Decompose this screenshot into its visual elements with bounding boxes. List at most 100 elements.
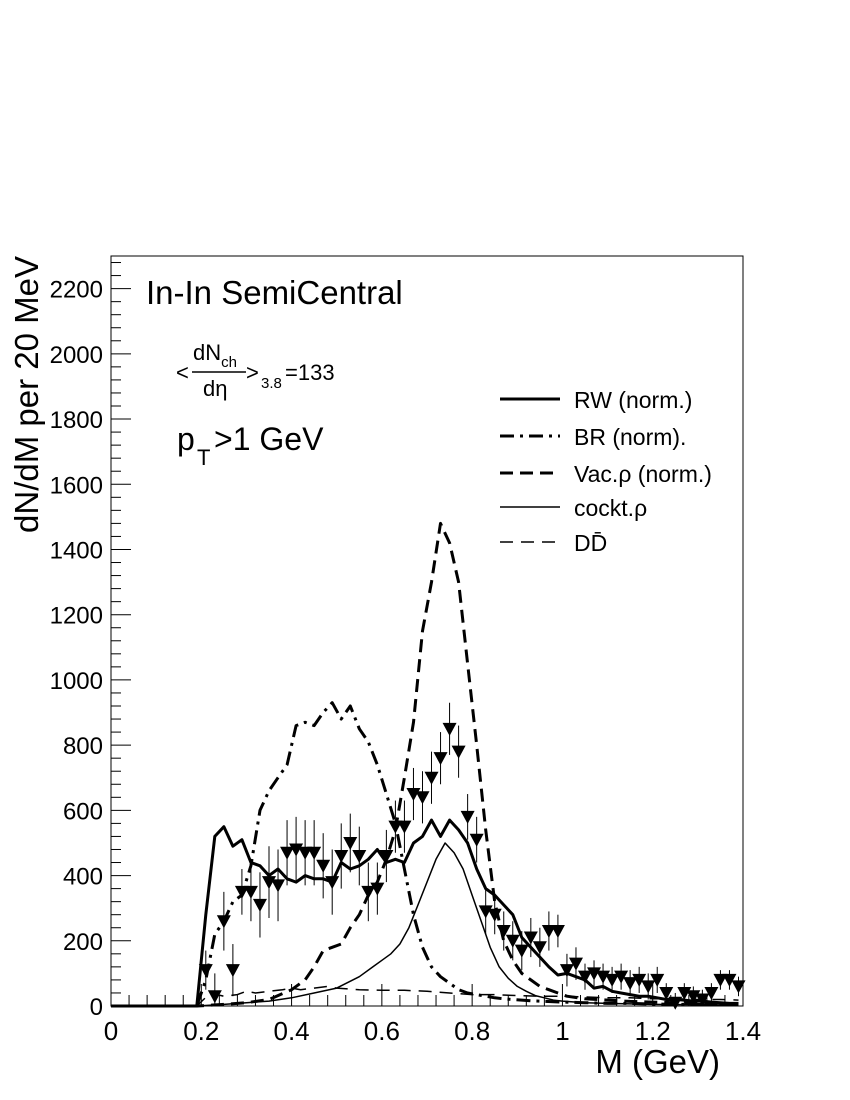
y-tick-label: 2200 xyxy=(50,277,103,304)
data-point xyxy=(334,850,349,863)
data-point xyxy=(361,885,376,899)
legend-item-rw-norm: RW (norm.) xyxy=(500,387,692,413)
x-tick-label: 1.2 xyxy=(635,1016,671,1046)
data-point xyxy=(352,850,367,863)
data-point xyxy=(225,964,240,978)
data-point xyxy=(559,964,574,978)
data-point xyxy=(713,973,728,987)
data-point xyxy=(243,885,258,899)
y-tick-label: 200 xyxy=(63,929,103,956)
data-point xyxy=(695,993,710,1007)
x-axis-label: M (GeV) xyxy=(595,1043,720,1080)
data-point xyxy=(343,836,358,850)
legend-label: RW (norm.) xyxy=(574,387,692,413)
legend-label: BR (norm). xyxy=(574,424,686,450)
data-point xyxy=(550,925,565,938)
x-tick-label: 0.8 xyxy=(454,1016,490,1046)
x-tick-label: 0.2 xyxy=(183,1016,219,1046)
data-point xyxy=(379,850,394,863)
y-axis-label: dN/dM per 20 MeV xyxy=(8,256,45,533)
data-point xyxy=(433,752,448,766)
chart-title: In-In SemiCentral xyxy=(146,274,403,311)
legend-label: DD̄ xyxy=(574,530,607,556)
data-point xyxy=(523,931,538,945)
data-point xyxy=(469,833,484,847)
y-tick-label: 400 xyxy=(63,864,103,891)
multiplicity-value: =133 xyxy=(285,360,335,385)
data-point xyxy=(325,876,340,890)
y-tick-label: 1800 xyxy=(50,407,103,434)
data-point xyxy=(262,876,276,890)
data-point xyxy=(234,885,249,899)
data-point xyxy=(677,986,692,1000)
data-point xyxy=(487,908,502,922)
data-point xyxy=(451,745,466,759)
data-point xyxy=(641,980,656,994)
data-point xyxy=(280,846,295,860)
pt-label-rest: >1 GeV xyxy=(214,421,324,457)
multiplicity-subscript: 3.8 xyxy=(261,375,282,392)
data-point xyxy=(722,973,737,987)
y-tick-label: 1200 xyxy=(50,603,103,630)
data-point xyxy=(532,941,547,955)
x-tick-label: 0.4 xyxy=(273,1016,309,1046)
x-tick-label: 1.4 xyxy=(725,1016,761,1046)
data-point xyxy=(514,944,529,958)
data-point xyxy=(406,788,421,802)
y-tick-label: 600 xyxy=(63,798,103,825)
legend-item-cockt: cockt.ρ xyxy=(500,495,647,521)
legend: RW (norm.) BR (norm). Vac.ρ (norm.) cockt.ρ… xyxy=(500,387,712,556)
data-point xyxy=(271,879,286,893)
data-point xyxy=(623,977,638,991)
data-point xyxy=(388,820,403,834)
data-point xyxy=(415,791,430,805)
multiplicity-denominator: dη xyxy=(203,376,227,401)
multiplicity-numerator: dNch xyxy=(193,340,237,371)
series-line-br-norm xyxy=(111,701,739,1008)
data-point xyxy=(316,859,331,873)
legend-label: Vac.ρ (norm.) xyxy=(574,461,712,487)
data-point xyxy=(298,846,313,860)
axes: 0 0.2 0.4 0.6 0.8 1 1.2 1.4 0 200 400 600 800 1000 120… xyxy=(50,262,761,1046)
x-tick-label: 0 xyxy=(104,1016,118,1046)
data-point xyxy=(541,925,556,938)
legend-item-dd: DD̄ xyxy=(500,530,607,556)
data-point xyxy=(650,973,665,987)
data-point xyxy=(424,771,439,785)
series-line-cockt xyxy=(111,842,739,1007)
data-point xyxy=(496,925,511,938)
data-point xyxy=(505,934,520,948)
x-tick-label: 1 xyxy=(555,1016,569,1046)
y-tick-label: 2000 xyxy=(50,342,103,369)
data-point xyxy=(659,986,674,1000)
data-point xyxy=(614,970,629,984)
data-point xyxy=(289,843,304,857)
multiplicity-annotation: < dNch dη > 3.8 =133 xyxy=(176,340,335,401)
data-point xyxy=(731,980,746,994)
data-point xyxy=(442,722,457,736)
data-point xyxy=(216,915,231,929)
data-point xyxy=(668,996,683,1010)
data-point xyxy=(370,882,385,896)
data-point xyxy=(587,967,602,981)
plot-content xyxy=(111,521,746,1010)
y-tick-label: 0 xyxy=(90,994,103,1021)
data-point xyxy=(478,905,493,919)
plot-frame xyxy=(110,255,744,1007)
y-tick-label: 1600 xyxy=(50,472,103,499)
data-point xyxy=(207,990,222,1004)
data-point xyxy=(632,973,647,987)
legend-item-vac-norm: Vac.ρ (norm.) xyxy=(500,461,712,487)
y-tick-label: 1000 xyxy=(50,668,103,695)
data-point xyxy=(198,964,213,978)
pt-label-main: p xyxy=(177,421,195,457)
data-point xyxy=(686,990,701,1004)
legend-item-br-norm: BR (norm). xyxy=(500,424,686,450)
y-tick-label: 1400 xyxy=(50,537,103,564)
pt-cut-annotation: p T >1 GeV xyxy=(177,421,324,470)
pt-label-sub: T xyxy=(197,445,210,470)
data-point xyxy=(568,957,583,971)
data-point xyxy=(596,970,611,984)
